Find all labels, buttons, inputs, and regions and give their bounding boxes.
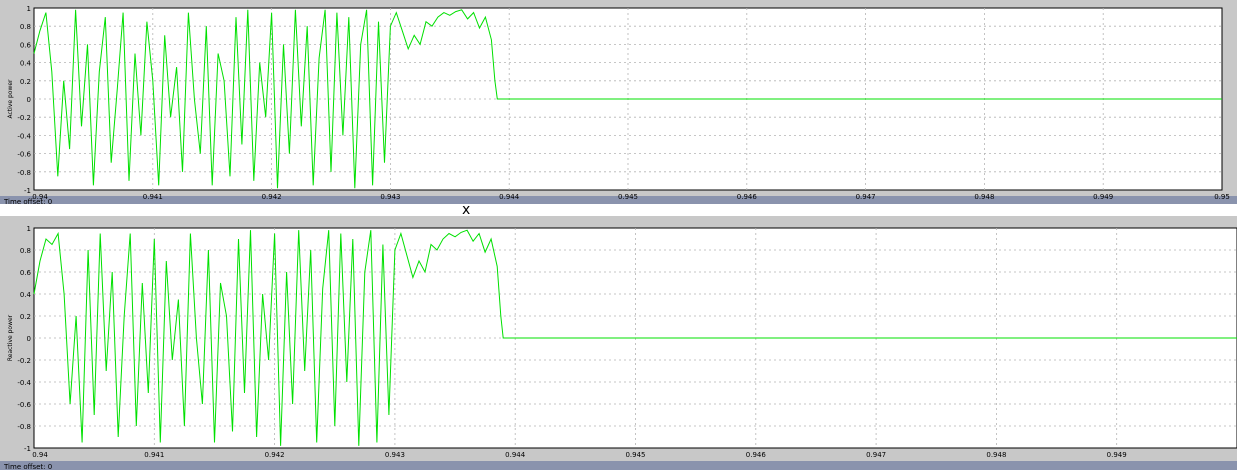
status-bar <box>0 196 1237 204</box>
x-tick-label: 0.948 <box>986 451 1006 459</box>
scope-panel-reactive-power: 1 0.8 0.6 0.4 0.2 0 -0.2 -0.4 -0.6 -0.8 -1 0.94 0.94… <box>0 216 1237 470</box>
y-tick-label: 1 <box>27 5 31 13</box>
x-tick-label: 0.947 <box>856 193 876 201</box>
y-tick-label: -1 <box>24 187 31 195</box>
x-tick-label: 0.949 <box>1093 193 1113 201</box>
x-tick-label: 0.941 <box>144 451 164 459</box>
active-power-chart: 1 0.8 0.6 0.4 0.2 0 -0.2 -0.4 -0.6 -0.8 -10.94 0.94… <box>0 0 1237 204</box>
y-tick-label: 0.4 <box>20 60 32 68</box>
x-tick-label: 0.944 <box>499 193 520 201</box>
time-offset-label: Time offset: 0 <box>3 463 52 470</box>
x-tick-label: 0.95 <box>1214 193 1230 201</box>
x-tick-label: 0.94 <box>32 451 48 459</box>
x-tick-label: 0.942 <box>262 193 282 201</box>
y-axis-label: Active power <box>7 79 14 119</box>
x-tick-label: 0.94 <box>32 193 48 201</box>
x-tick-label: 0.947 <box>866 451 886 459</box>
x-tick-label: 0.944 <box>505 451 526 459</box>
x-tick-label: 0.945 <box>618 193 638 201</box>
y-tick-label: 0.2 <box>20 78 31 86</box>
y-tick-label: -0.2 <box>17 357 31 365</box>
y-tick-label: 0 <box>27 335 31 343</box>
x-tick-label: 0.946 <box>737 193 758 201</box>
x-tick-label: 0.948 <box>974 193 994 201</box>
y-tick-label: -0.8 <box>17 423 31 431</box>
y-tick-label: -0.6 <box>17 151 31 159</box>
y-tick-label: 0.4 <box>20 291 32 299</box>
y-tick-label: -0.4 <box>17 132 31 140</box>
y-tick-label: -0.4 <box>17 379 31 387</box>
signal-line <box>33 229 1237 446</box>
y-tick-label: -0.6 <box>17 401 31 409</box>
x-tick-label: 0.943 <box>385 451 405 459</box>
center-mark: x <box>462 202 471 218</box>
y-tick-label: 0.6 <box>20 41 32 49</box>
y-tick-label: 0.6 <box>20 269 32 277</box>
x-tick-label: 0.942 <box>265 451 285 459</box>
x-tick-label: 0.945 <box>625 451 645 459</box>
y-axis-label: Reactive power <box>7 314 14 361</box>
y-tick-label: 0.2 <box>20 313 31 321</box>
scope-panel-active-power: 1 0.8 0.6 0.4 0.2 0 -0.2 -0.4 -0.6 -0.8 -1 0.94 0.94… <box>0 0 1237 204</box>
status-bar <box>0 461 1237 470</box>
y-tick-label: 0.8 <box>20 247 31 255</box>
y-tick-label: -0.8 <box>17 169 31 177</box>
y-tick-label: 1 <box>27 225 31 233</box>
y-tick-label: -0.2 <box>17 114 31 122</box>
x-tick-label: 0.943 <box>380 193 400 201</box>
reactive-power-chart: 1 0.8 0.6 0.4 0.2 0 -0.2 -0.4 -0.6 -0.8 -10.94 0.94… <box>0 216 1237 470</box>
time-offset-label: Time offset: 0 <box>3 198 52 204</box>
y-tick-label: 0 <box>27 96 31 104</box>
y-tick-label: -1 <box>24 445 31 453</box>
x-tick-label: 0.949 <box>1107 451 1127 459</box>
signal-line <box>33 9 1222 189</box>
x-tick-label: 0.946 <box>746 451 767 459</box>
y-tick-label: 0.8 <box>20 23 31 31</box>
x-tick-label: 0.941 <box>143 193 163 201</box>
